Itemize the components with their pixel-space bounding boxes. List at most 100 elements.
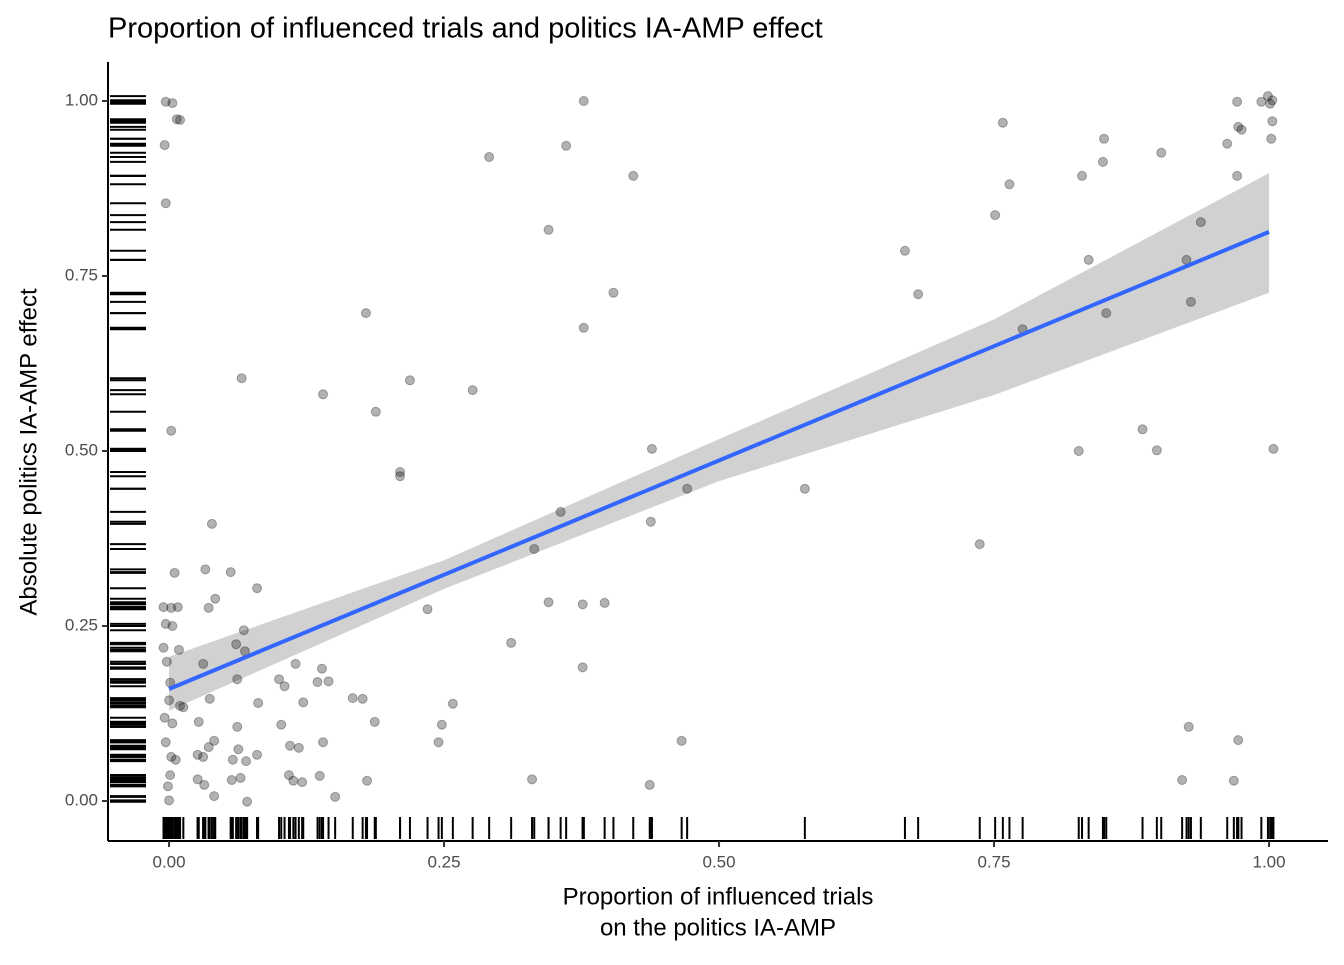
point (238, 625, 249, 636)
point (178, 702, 189, 713)
point (1228, 775, 1239, 786)
point (162, 781, 173, 792)
point (608, 287, 619, 298)
point (225, 567, 236, 578)
point (527, 774, 538, 785)
point (175, 700, 186, 711)
point (204, 693, 215, 704)
point (160, 96, 171, 107)
point (404, 375, 415, 386)
point (231, 639, 242, 650)
point (1232, 170, 1243, 181)
point (330, 791, 341, 802)
point (1268, 443, 1279, 454)
point (682, 483, 693, 494)
point (166, 425, 177, 436)
point (913, 289, 924, 300)
point (1156, 147, 1167, 158)
point (232, 721, 243, 732)
point (1185, 296, 1196, 307)
point (279, 681, 290, 692)
point (290, 658, 301, 669)
point (314, 770, 325, 781)
point (242, 796, 253, 807)
point (167, 98, 178, 109)
point (357, 693, 368, 704)
point (198, 658, 209, 669)
point (241, 756, 252, 767)
point (990, 210, 1001, 221)
point (1236, 124, 1247, 135)
point (226, 775, 237, 786)
point (209, 791, 220, 802)
x-tick-label: 0.25 (428, 852, 461, 871)
point (395, 471, 406, 482)
point (484, 151, 495, 162)
point (467, 385, 478, 396)
point (158, 642, 169, 653)
point (1097, 156, 1108, 167)
point (192, 774, 203, 785)
point (543, 224, 554, 235)
point (1195, 217, 1206, 228)
point (578, 322, 589, 333)
point (318, 389, 329, 400)
point (167, 621, 178, 632)
point (1073, 446, 1084, 457)
point (276, 719, 287, 730)
point (159, 712, 170, 723)
point (298, 697, 309, 708)
point (506, 637, 517, 648)
point (529, 544, 540, 555)
point (166, 751, 177, 762)
point (370, 406, 381, 417)
point (577, 662, 588, 673)
point (172, 602, 183, 613)
point (199, 779, 210, 790)
point (175, 114, 186, 125)
point (899, 245, 910, 256)
point (161, 656, 172, 667)
x-axis-label: on the politics IA-AMP (600, 914, 836, 941)
point (233, 744, 244, 755)
point (203, 602, 214, 613)
point (323, 676, 334, 687)
point (1267, 116, 1278, 127)
point (1262, 91, 1273, 102)
point (160, 198, 171, 209)
point (360, 308, 371, 319)
point (171, 114, 182, 125)
point (561, 140, 572, 151)
x-tick-label: 1.00 (1252, 852, 1285, 871)
point (577, 599, 588, 610)
point (312, 677, 323, 688)
point (285, 740, 296, 751)
point (395, 467, 406, 478)
point (1256, 96, 1267, 107)
point (166, 602, 177, 613)
point (1222, 138, 1233, 149)
point (555, 506, 566, 517)
point (236, 373, 247, 384)
point (198, 751, 209, 762)
point (253, 698, 264, 709)
point (974, 539, 985, 550)
point (645, 516, 656, 527)
point (646, 443, 657, 454)
point (1233, 735, 1244, 746)
point (158, 602, 169, 613)
point (209, 735, 220, 746)
point (173, 644, 184, 655)
point (193, 716, 204, 727)
point (252, 749, 263, 760)
point (447, 698, 458, 709)
point (1083, 254, 1094, 265)
point (1177, 775, 1188, 786)
chart-title: Proportion of influenced trials and poli… (108, 13, 823, 45)
point (1099, 133, 1110, 144)
point (369, 716, 380, 727)
point (362, 775, 373, 786)
point (283, 770, 294, 781)
point (422, 604, 433, 615)
point (997, 117, 1008, 128)
